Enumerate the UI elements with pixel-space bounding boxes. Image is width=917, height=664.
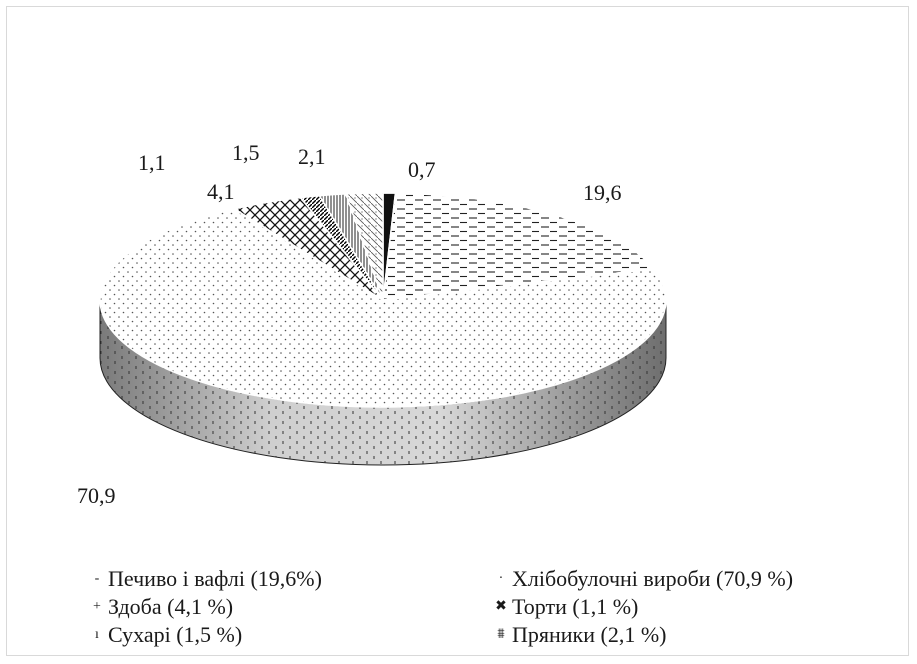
legend-item-bread: · Хлібобулочні вироби (70,9 %) bbox=[494, 565, 894, 593]
data-label-6: 2,1 bbox=[298, 144, 326, 169]
data-label-1: 19,6 bbox=[583, 180, 622, 205]
legend-item-pastry: + Здоба (4,1 %) bbox=[90, 593, 494, 621]
pie-side-texture bbox=[100, 300, 666, 465]
legend-marker-icon: - bbox=[94, 571, 100, 586]
data-label-5: 1,5 bbox=[232, 140, 260, 165]
legend-marker-icon: ⩩ bbox=[497, 627, 505, 642]
pie-slice-6 bbox=[344, 192, 384, 301]
legend: - Печиво і вафлі (19,6%) · Хлібобулочні … bbox=[90, 565, 900, 649]
data-label-3: 4,1 bbox=[207, 179, 235, 204]
legend-item-cakes: ✖ Торти (1,1 %) bbox=[494, 593, 894, 621]
legend-item-gingerbread: ⩩ Пряники (2,1 %) bbox=[494, 621, 894, 649]
legend-marker-icon: ı bbox=[95, 627, 99, 642]
legend-marker-icon: · bbox=[498, 571, 504, 586]
legend-item-cookies: - Печиво і вафлі (19,6%) bbox=[90, 565, 494, 593]
legend-label: Хлібобулочні вироби (70,9 %) bbox=[512, 566, 794, 591]
pie-slice-1 bbox=[382, 192, 656, 301]
data-label-2: 70,9 bbox=[77, 483, 116, 508]
pie-slice-2 bbox=[99, 208, 667, 408]
legend-label: Здоба (4,1 %) bbox=[108, 594, 234, 619]
legend-label: Сухарі (1,5 %) bbox=[108, 622, 243, 647]
legend-marker-icon: ✖ bbox=[495, 599, 507, 614]
data-label-0: 0,7 bbox=[408, 157, 436, 182]
legend-item-rusks: ı Сухарі (1,5 %) bbox=[90, 621, 494, 649]
legend-marker-icon: + bbox=[93, 599, 101, 614]
data-label-4: 1,1 bbox=[138, 150, 166, 175]
legend-label: Торти (1,1 %) bbox=[512, 594, 639, 619]
legend-label: Печиво і вафлі (19,6%) bbox=[108, 566, 322, 591]
legend-label: Пряники (2,1 %) bbox=[512, 622, 667, 647]
